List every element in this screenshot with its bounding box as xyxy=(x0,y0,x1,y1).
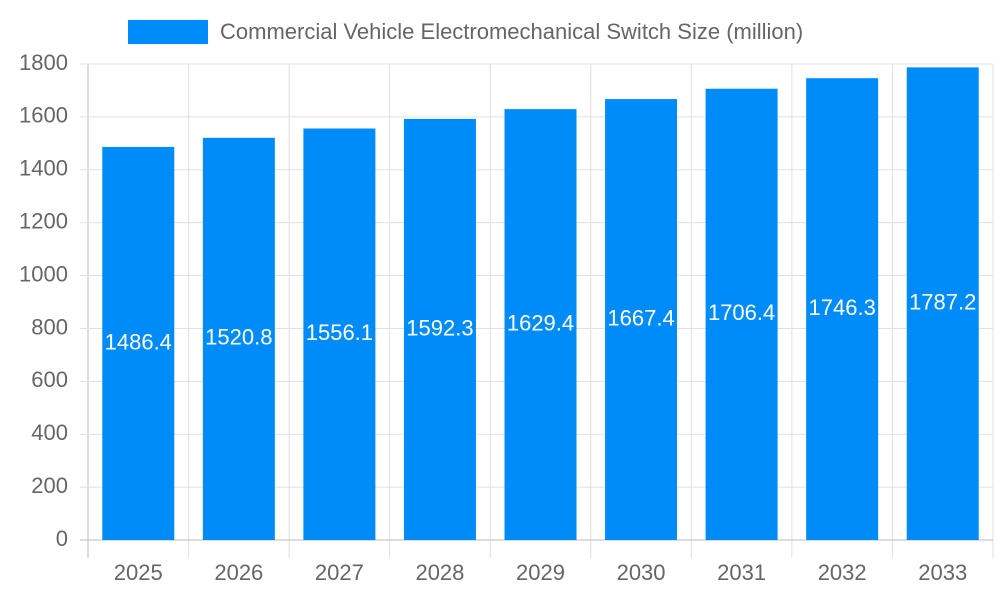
x-tick-label: 2032 xyxy=(818,560,867,585)
legend-label: Commercial Vehicle Electromechanical Swi… xyxy=(220,19,803,44)
x-tick-label: 2028 xyxy=(415,560,464,585)
y-tick-label: 0 xyxy=(56,526,68,551)
y-tick-label: 1000 xyxy=(19,261,68,286)
y-tick-label: 1600 xyxy=(19,103,68,128)
bar xyxy=(906,67,979,540)
x-tick-label: 2026 xyxy=(214,560,263,585)
y-tick-label: 1800 xyxy=(19,50,68,75)
y-tick-label: 200 xyxy=(31,473,68,498)
y-tick-label: 400 xyxy=(31,420,68,445)
data-label: 1486.4 xyxy=(105,329,172,354)
bar xyxy=(202,137,275,540)
x-tick-label: 2030 xyxy=(617,560,666,585)
bar xyxy=(303,128,376,541)
data-label: 1556.1 xyxy=(306,320,373,345)
y-tick-label: 1400 xyxy=(19,156,68,181)
data-label: 1667.4 xyxy=(607,305,674,330)
data-label: 1592.3 xyxy=(406,315,473,340)
x-tick-label: 2031 xyxy=(717,560,766,585)
x-tick-label: 2029 xyxy=(516,560,565,585)
bar xyxy=(403,118,476,540)
data-label: 1520.8 xyxy=(205,325,272,350)
data-label: 1706.4 xyxy=(708,300,775,325)
bar xyxy=(102,146,175,540)
x-tick-label: 2025 xyxy=(114,560,163,585)
bar xyxy=(705,88,778,540)
y-tick-label: 800 xyxy=(31,314,68,339)
bar xyxy=(605,99,678,540)
x-tick-label: 2027 xyxy=(315,560,364,585)
y-tick-label: 1200 xyxy=(19,208,68,233)
bar xyxy=(504,109,577,540)
legend-swatch xyxy=(128,20,208,44)
data-label: 1629.4 xyxy=(507,310,574,335)
bar xyxy=(806,78,879,540)
y-tick-label: 600 xyxy=(31,367,68,392)
data-label: 1787.2 xyxy=(909,290,976,315)
data-label: 1746.3 xyxy=(809,295,876,320)
x-tick-label: 2033 xyxy=(918,560,967,585)
